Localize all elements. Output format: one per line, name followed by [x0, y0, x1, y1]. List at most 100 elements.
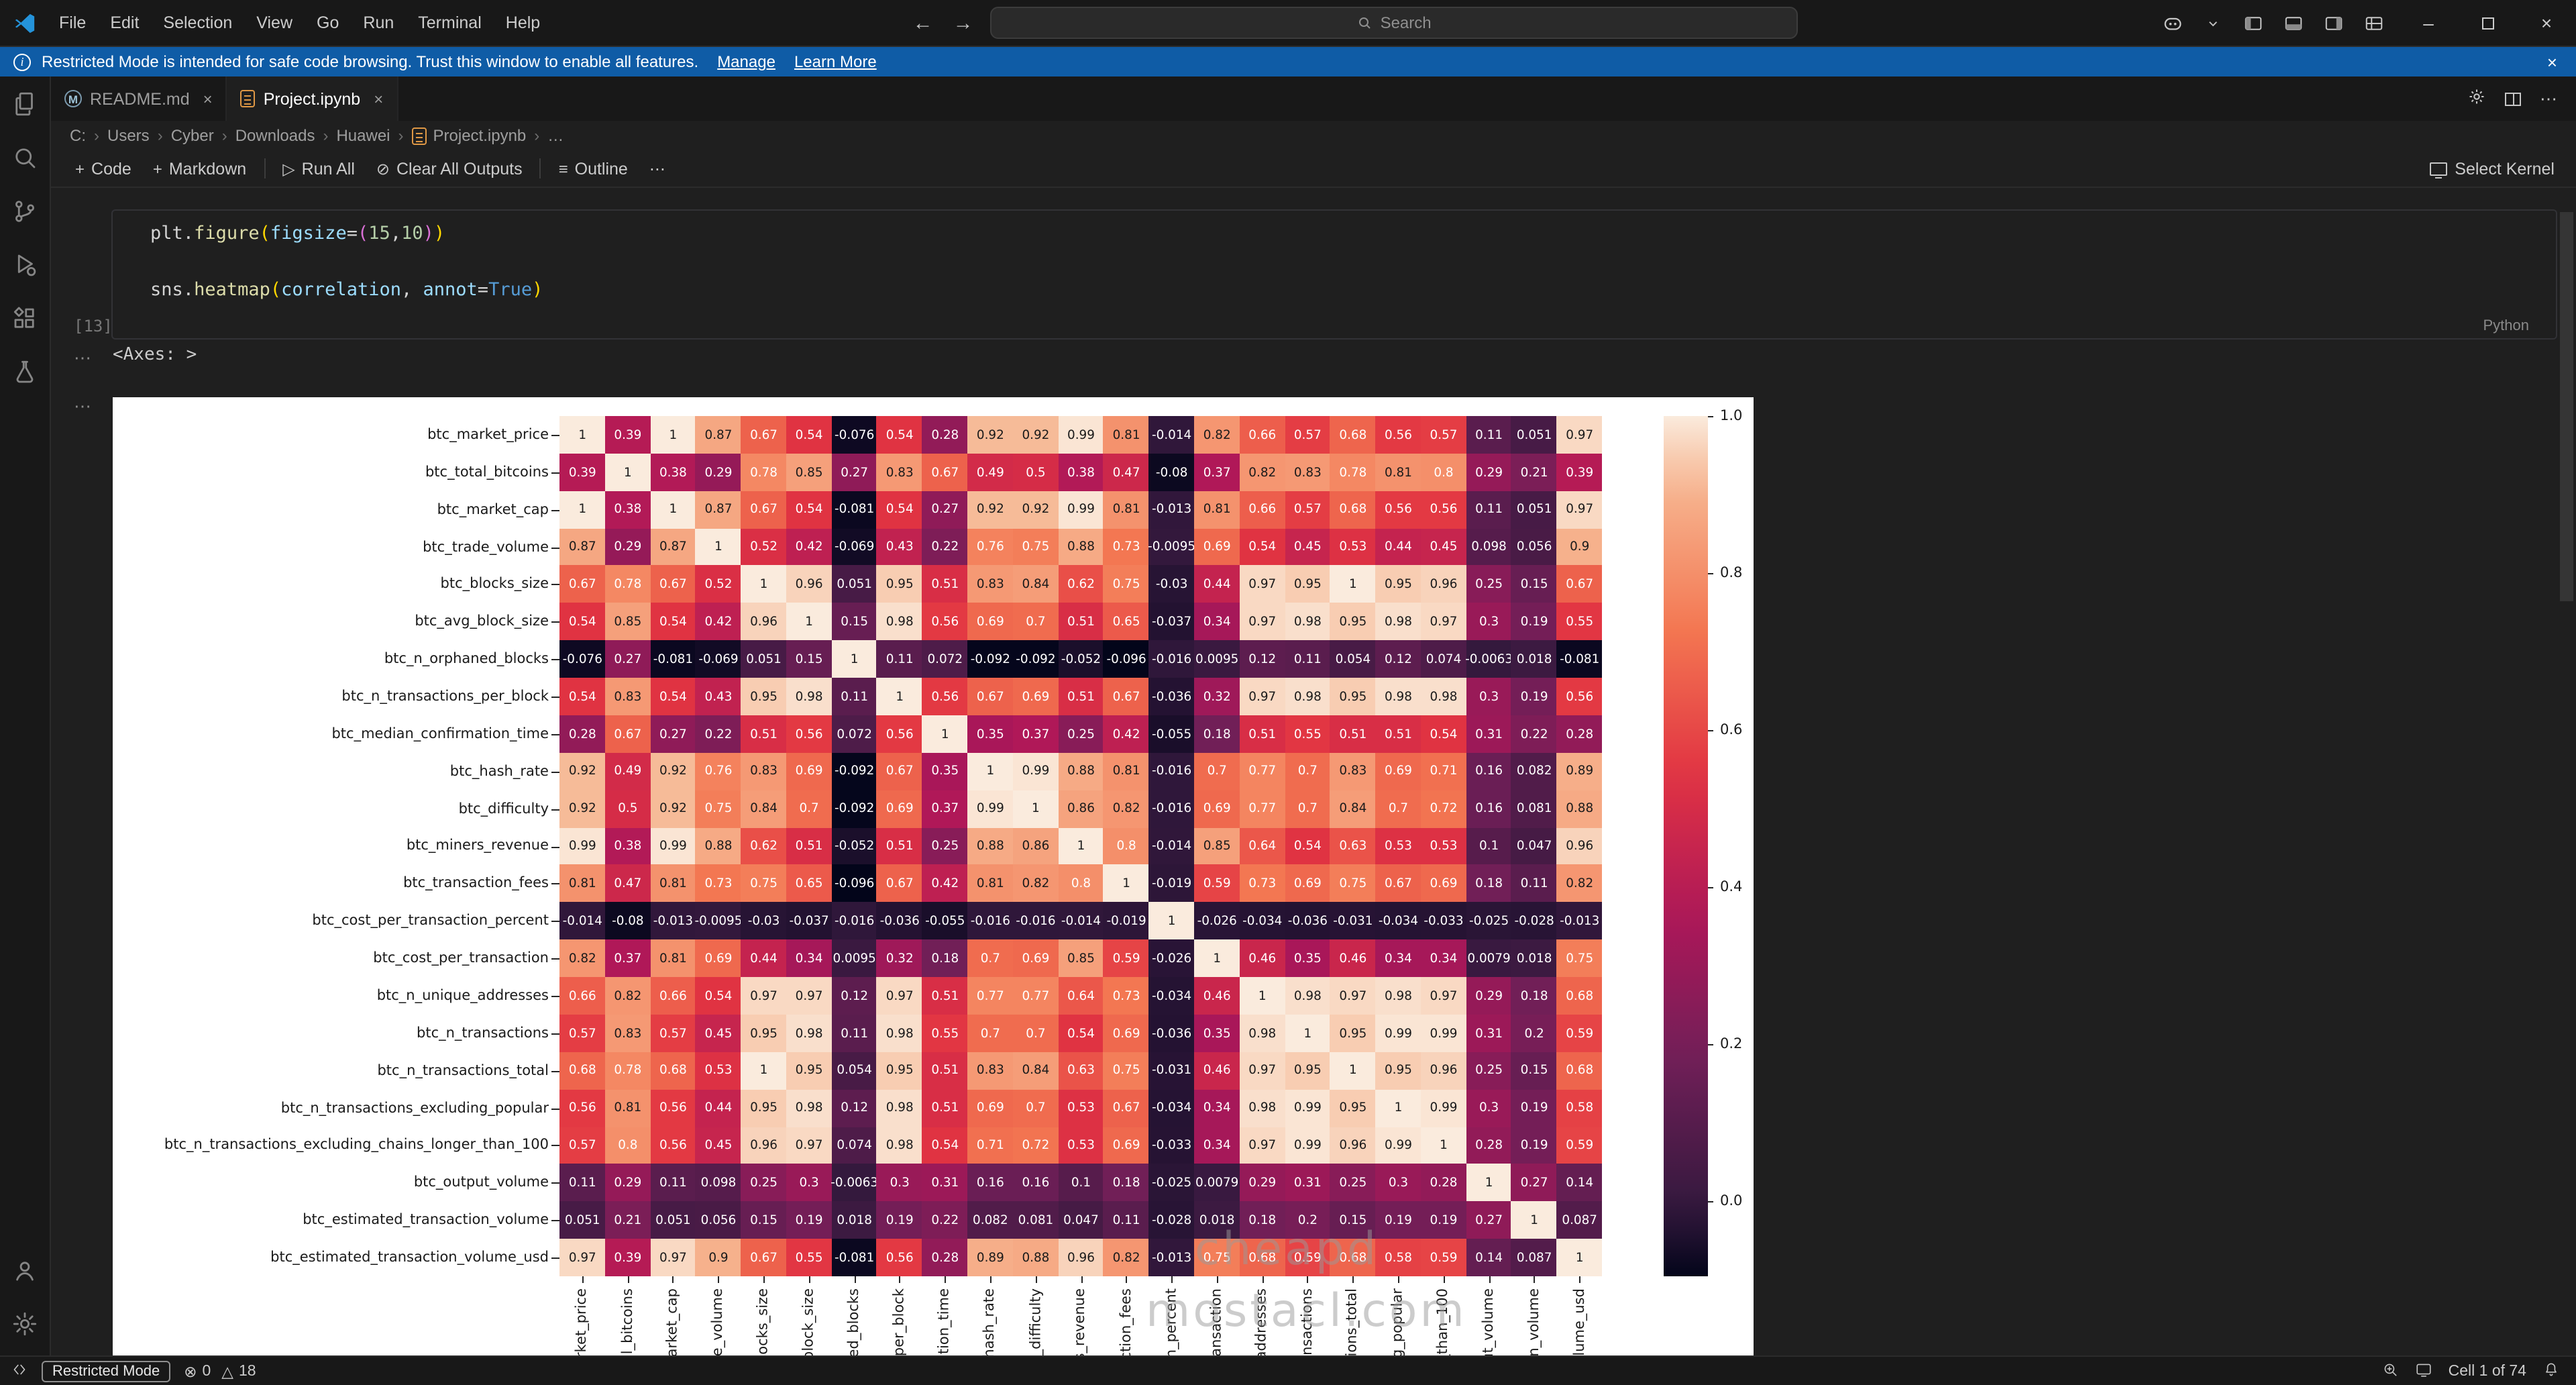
heatmap-cell: 0.44 — [695, 1089, 742, 1127]
heatmap-cell: 0.8 — [604, 1127, 651, 1165]
heatmap-cell: 0.14 — [1466, 1239, 1512, 1277]
testing-icon[interactable] — [0, 345, 50, 399]
tab-readme-md[interactable]: M README.md × — [51, 76, 227, 121]
heatmap-cell: 0.34 — [1420, 939, 1467, 978]
x-tick-mark — [945, 1276, 947, 1283]
cell-indicator[interactable]: Cell 1 of 74 — [2448, 1363, 2526, 1379]
learn-more-link[interactable]: Learn More — [794, 52, 877, 71]
toggle-secondary-sidebar-icon[interactable] — [2316, 5, 2351, 40]
configure-icon[interactable] — [2467, 87, 2486, 110]
heatmap-cell: 0.19 — [1375, 1201, 1421, 1240]
breadcrumb-item[interactable]: Project.ipynb — [411, 126, 526, 145]
x-tick-mark — [672, 1276, 674, 1283]
heatmap-cell: 0.056 — [1511, 528, 1558, 566]
search-sidebar-icon[interactable] — [0, 130, 50, 184]
chevron-down-icon[interactable] — [2195, 5, 2230, 40]
extensions-icon[interactable] — [0, 291, 50, 345]
heatmap-cell: 0.59 — [1420, 1239, 1467, 1277]
explorer-icon[interactable] — [0, 76, 50, 130]
minimize-button[interactable]: – — [2423, 12, 2434, 34]
heatmap-cell: 0.11 — [1466, 491, 1512, 529]
search-input[interactable]: Search — [989, 7, 1798, 39]
heatmap-cell: 0.78 — [604, 1051, 651, 1090]
heatmap-cell: 0.12 — [831, 1089, 877, 1127]
x-tick-label: btc_hash_rate — [981, 1288, 998, 1355]
forward-icon[interactable]: → — [953, 11, 973, 34]
menu-terminal[interactable]: Terminal — [418, 13, 482, 32]
manage-link[interactable]: Manage — [717, 52, 775, 71]
maximize-button[interactable] — [2458, 0, 2517, 46]
tab-close-icon[interactable]: × — [374, 89, 384, 108]
close-button[interactable]: × — [2540, 12, 2553, 34]
heatmap-cell: 0.88 — [967, 827, 1014, 866]
account-icon[interactable] — [0, 1243, 50, 1296]
heatmap-cell: 0.7 — [1285, 790, 1331, 829]
menu-run[interactable]: Run — [363, 13, 394, 32]
tab-close-icon[interactable]: × — [203, 89, 213, 108]
menu-edit[interactable]: Edit — [110, 13, 140, 32]
heatmap-cell: 0.82 — [1239, 453, 1286, 492]
menu-view[interactable]: View — [256, 13, 293, 32]
menu-file[interactable]: File — [59, 13, 87, 32]
toggle-panel-icon[interactable] — [2275, 5, 2310, 40]
toolbar-button-label: Code — [91, 159, 131, 178]
code-editor[interactable]: plt.figure(figsize=(15,10)) sns.heatmap(… — [150, 220, 2449, 305]
toolbar-outline-button[interactable]: ≡ Outline — [548, 155, 639, 182]
customize-layout-icon[interactable] — [2356, 5, 2391, 40]
breadcrumb-item[interactable]: Downloads — [235, 126, 315, 145]
tab-project-ipynb[interactable]: Project.ipynb × — [227, 76, 398, 121]
restricted-mode-status[interactable]: Restricted Mode — [42, 1360, 171, 1382]
breadcrumb-item[interactable]: Users — [107, 126, 150, 145]
notifications-bell-icon[interactable] — [2542, 1360, 2560, 1382]
back-icon[interactable]: ← — [912, 11, 933, 34]
problems-status[interactable]: ⊗ 0 △ 18 — [184, 1362, 256, 1380]
toolbar-run-all-button[interactable]: ▷ Run All — [272, 155, 366, 182]
select-kernel-button[interactable]: Select Kernel — [2429, 159, 2576, 178]
output-menu-icon[interactable]: ⋯ — [74, 348, 93, 368]
breadcrumb-item[interactable]: Cyber — [171, 126, 214, 145]
heatmap-cell: 0.56 — [922, 603, 969, 642]
zoom-status-icon[interactable] — [2381, 1360, 2399, 1382]
menu-go[interactable]: Go — [317, 13, 339, 32]
menu-help[interactable]: Help — [505, 13, 541, 32]
code-cell[interactable]: plt.figure(figsize=(15,10)) sns.heatmap(… — [111, 209, 2557, 340]
heatmap-cell: 0.97 — [741, 977, 787, 1015]
heatmap-cell: -0.025 — [1466, 902, 1512, 941]
heatmap-cell: 0.082 — [967, 1201, 1014, 1240]
x-tick-label: btc_output_volume — [1481, 1288, 1497, 1355]
output-menu-icon[interactable]: ⋯ — [74, 396, 93, 416]
heatmap-cell: 0.34 — [1193, 1127, 1240, 1165]
source-control-icon[interactable] — [0, 184, 50, 238]
notebook-scrollbar[interactable] — [2560, 212, 2573, 601]
heatmap-cell: 0.57 — [1420, 416, 1467, 454]
copilot-icon[interactable] — [2155, 5, 2190, 40]
run-debug-icon[interactable] — [0, 238, 50, 291]
menu-selection[interactable]: Selection — [163, 13, 233, 32]
heatmap-cell: 0.3 — [1375, 1164, 1421, 1202]
heatmap-cell: -0.036 — [1285, 902, 1331, 941]
toolbar-markdown-button[interactable]: + Markdown — [142, 155, 257, 182]
heatmap-cell: 1 — [1193, 939, 1240, 978]
more-actions-icon[interactable]: ⋯ — [2540, 88, 2557, 108]
heatmap-cell: 0.51 — [741, 715, 787, 754]
toolbar-more-button[interactable]: ⋯ — [639, 155, 676, 182]
heatmap-cell: 0.67 — [650, 565, 696, 604]
heatmap-cell: 0.81 — [1103, 416, 1150, 454]
heatmap-cell: 0.95 — [741, 1089, 787, 1127]
heatmap-cell: 0.25 — [741, 1164, 787, 1202]
split-editor-icon[interactable] — [2505, 92, 2521, 105]
heatmap-cell: 0.37 — [1193, 453, 1240, 492]
heatmap-cell: 0.55 — [786, 1239, 833, 1277]
settings-gear-icon[interactable] — [0, 1296, 50, 1350]
toolbar-code-button[interactable]: + Code — [64, 155, 142, 182]
toolbar-clear-all-outputs-button[interactable]: ⊘ Clear All Outputs — [366, 155, 533, 182]
remote-indicator-icon[interactable] — [11, 1360, 28, 1382]
heatmap-cell: 0.0095 — [1193, 640, 1240, 679]
banner-close-icon[interactable]: × — [2546, 52, 2557, 72]
breadcrumb-separator: › — [157, 126, 163, 145]
breadcrumb-item[interactable]: … — [547, 126, 564, 145]
breadcrumb-item[interactable]: C: — [70, 126, 86, 145]
toggle-primary-sidebar-icon[interactable] — [2235, 5, 2270, 40]
breadcrumb-item[interactable]: Huawei — [336, 126, 390, 145]
screencast-icon[interactable] — [2415, 1360, 2432, 1382]
